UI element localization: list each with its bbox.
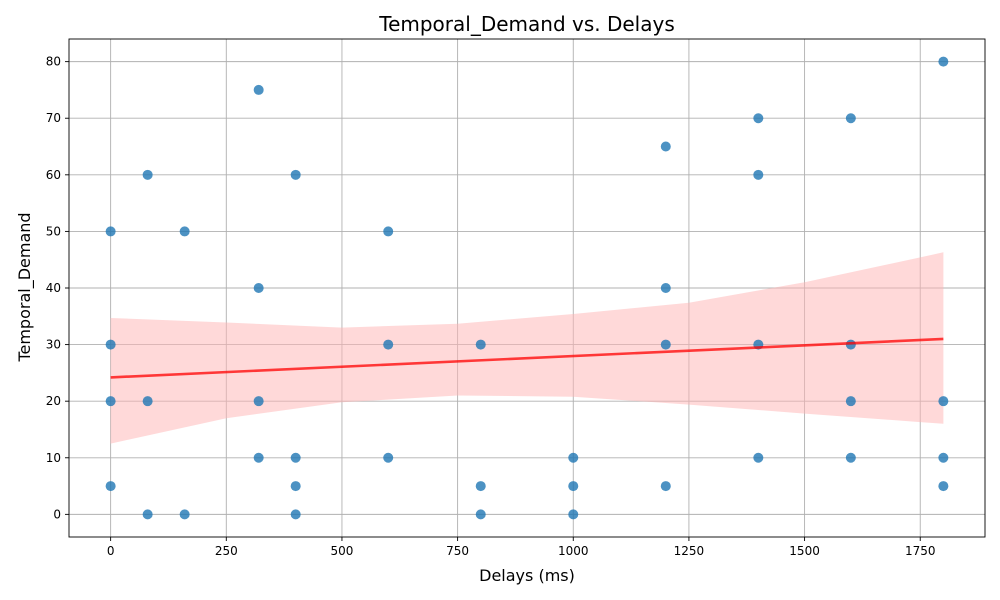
x-tick-label: 1750 [905, 544, 936, 558]
points-layer [105, 56, 949, 520]
y-axis-label: Temporal_Demand [15, 212, 35, 362]
scatter-point [568, 481, 579, 492]
scatter-point [753, 452, 764, 463]
confidence-band-layer [110, 252, 944, 444]
chart-title: Temporal_Demand vs. Delays [378, 12, 675, 36]
scatter-point [142, 509, 153, 520]
scatter-point [845, 452, 856, 463]
x-tick-label: 500 [330, 544, 353, 558]
y-tick-label: 30 [46, 338, 61, 352]
scatter-point [179, 509, 190, 520]
y-tick-label: 0 [53, 507, 61, 521]
scatter-point [105, 396, 116, 407]
scatter-point [568, 452, 579, 463]
x-tick-label: 0 [107, 544, 115, 558]
scatter-point [938, 396, 949, 407]
scatter-point [938, 452, 949, 463]
x-tick-label: 1500 [789, 544, 820, 558]
x-axis-ticks: 0 250 500 750 1000 1250 1500 1750 [107, 537, 936, 558]
regression-line [110, 337, 944, 379]
scatter-point [660, 339, 671, 350]
y-tick-label: 20 [46, 394, 61, 408]
x-tick-label: 750 [446, 544, 469, 558]
y-tick-label: 10 [46, 451, 61, 465]
scatter-point [290, 452, 301, 463]
x-axis-label: Delays (ms) [479, 566, 575, 585]
scatter-point [753, 113, 764, 124]
scatter-point [660, 283, 671, 293]
scatter-point [105, 339, 116, 350]
y-tick-label: 40 [46, 281, 61, 295]
scatter-point [253, 84, 264, 95]
scatter-point [475, 339, 486, 350]
scatter-point [753, 169, 764, 180]
scatter-point [383, 452, 394, 463]
scatter-point [845, 396, 856, 407]
scatter-point [290, 509, 301, 520]
x-tick-label: 1000 [558, 544, 589, 558]
scatter-point [938, 56, 949, 67]
scatter-point [660, 141, 671, 152]
scatter-point [142, 396, 153, 407]
y-tick-label: 50 [46, 224, 61, 238]
scatter-point [660, 481, 671, 492]
y-tick-label: 70 [46, 111, 61, 125]
scatter-point [475, 509, 486, 520]
scatter-point [845, 113, 856, 124]
scatter-point [142, 169, 153, 180]
scatter-point [105, 226, 116, 237]
x-tick-label: 250 [215, 544, 238, 558]
scatter-point [290, 481, 301, 492]
scatter-point [475, 481, 486, 492]
scatter-point [938, 481, 949, 492]
scatter-point [383, 339, 394, 350]
y-tick-label: 60 [46, 168, 61, 182]
confidence-band [110, 252, 944, 444]
scatter-point [179, 226, 190, 237]
scatter-point [568, 509, 579, 520]
scatter-point [105, 481, 116, 492]
regression-line-layer [110, 337, 944, 379]
scatter-point [253, 452, 264, 463]
scatter-point [383, 226, 394, 237]
y-axis-ticks: 0 10 20 30 40 50 60 70 80 [46, 55, 69, 521]
scatter-point [253, 396, 264, 407]
y-tick-label: 80 [46, 55, 61, 69]
scatter-point [253, 283, 264, 293]
scatter-point [290, 169, 301, 180]
x-tick-label: 1250 [674, 544, 705, 558]
